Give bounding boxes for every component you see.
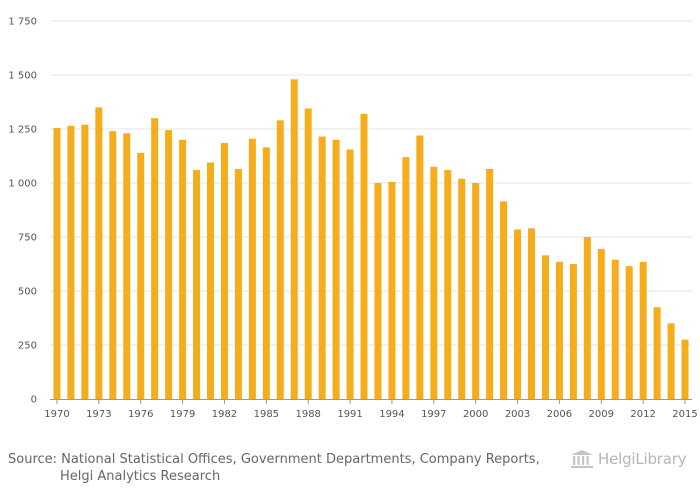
bar-1989 — [318, 136, 326, 399]
x-tick-label: 2009 — [589, 409, 614, 420]
x-tick-label: 1973 — [86, 409, 111, 420]
bar-1995 — [402, 157, 410, 399]
bar-2013 — [653, 307, 661, 399]
x-tick-label: 1979 — [170, 409, 195, 420]
bar-2008 — [583, 237, 591, 399]
y-tick-label: 1 250 — [8, 125, 37, 136]
y-tick-label: 250 — [18, 341, 37, 352]
x-axis: 1970 1973 1976 1979 1982 1985 1988 1991 1994 1997… — [44, 399, 698, 420]
x-tick-label: 1976 — [128, 409, 153, 420]
y-tick-label: 500 — [18, 287, 37, 298]
bar-1978 — [165, 130, 173, 399]
y-tick-label: 0 — [31, 395, 37, 406]
bar-1981 — [207, 162, 214, 399]
bar-1993 — [374, 183, 382, 399]
bar-2003 — [514, 229, 522, 399]
bar-2007 — [569, 264, 577, 399]
x-tick-label: 2012 — [630, 409, 655, 420]
bar-1986 — [276, 120, 284, 400]
bar-1983 — [234, 168, 242, 399]
x-tick-label: 1994 — [379, 409, 404, 420]
x-tick-label: 2003 — [505, 409, 530, 420]
bar-1974 — [109, 131, 117, 399]
x-tick-label: 2006 — [547, 409, 572, 420]
bar-2010 — [611, 259, 619, 399]
source-line-1: Source: National Statistical Offices, Go… — [8, 452, 540, 467]
x-tick-label: 1991 — [337, 409, 362, 420]
bar-1991 — [346, 149, 354, 399]
bar-1990 — [332, 139, 340, 400]
bar-1988 — [304, 108, 312, 399]
bar-2012 — [639, 261, 647, 399]
x-tick-label: 2000 — [463, 409, 488, 420]
bar-2000 — [472, 183, 480, 399]
bar-2006 — [555, 261, 563, 399]
y-tick-label: 1 000 — [8, 179, 37, 190]
x-tick-label: 1985 — [254, 409, 279, 420]
helgi-library-logo: HelgiLibrary — [570, 449, 687, 469]
bar-2002 — [500, 201, 508, 399]
x-tick-label: 2015 — [672, 409, 697, 420]
bar-2001 — [486, 168, 494, 399]
bar-1972 — [81, 124, 89, 400]
bar-1976 — [137, 152, 145, 399]
bar-1973 — [95, 107, 103, 400]
source-line-2: Helgi Analytics Research — [60, 469, 221, 484]
bar-1997 — [430, 166, 438, 399]
bar-2009 — [597, 248, 605, 399]
bar-1971 — [67, 125, 75, 399]
bar-1999 — [458, 178, 466, 399]
y-tick-label: 1 750 — [8, 17, 37, 28]
bar-1970 — [53, 127, 61, 400]
source-note: Source: National Statistical Offices, Go… — [8, 451, 540, 485]
bar-1977 — [151, 118, 159, 399]
bar-1984 — [248, 138, 256, 399]
bar-1987 — [290, 79, 298, 399]
bar-1985 — [262, 147, 270, 399]
bar-1998 — [444, 170, 452, 399]
bar-2011 — [625, 266, 633, 399]
bar-1982 — [220, 143, 228, 399]
bar-2005 — [541, 255, 549, 399]
x-tick-label: 1970 — [44, 409, 69, 420]
x-tick-label: 1982 — [212, 409, 237, 420]
bar-2015 — [681, 339, 689, 399]
gridlines — [50, 20, 692, 346]
x-tick-label: 1997 — [421, 409, 446, 420]
y-tick-label: 1 500 — [8, 71, 37, 82]
library-building-icon — [571, 450, 593, 468]
bar-series — [53, 79, 689, 400]
bar-2014 — [667, 323, 675, 399]
y-tick-label: 750 — [18, 233, 37, 244]
bar-2004 — [528, 228, 535, 399]
bar-1975 — [123, 133, 131, 399]
bar-1996 — [416, 135, 424, 400]
bar-1980 — [193, 170, 201, 399]
bar-1979 — [179, 139, 187, 400]
bar-1992 — [360, 113, 368, 399]
logo-text: HelgiLibrary — [598, 450, 687, 468]
y-axis: 0 250 500 750 1 000 1 250 1 500 1 750 — [8, 17, 37, 406]
bar-1994 — [388, 181, 396, 399]
x-tick-label: 1988 — [295, 409, 320, 420]
